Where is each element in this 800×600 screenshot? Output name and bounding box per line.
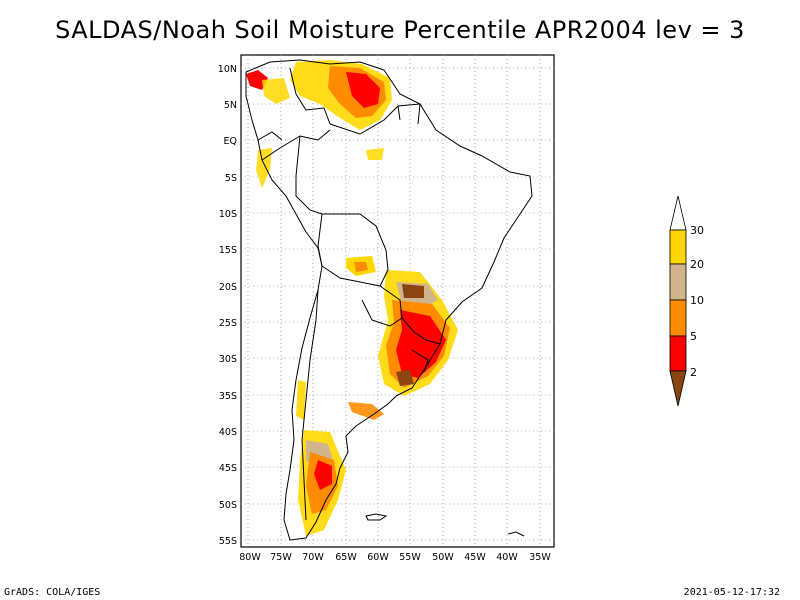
border-paraguay (361, 285, 403, 327)
color-legend (669, 195, 687, 407)
lat-tick: 20S (219, 282, 237, 293)
legend-label: 10 (690, 294, 704, 307)
lat-tick: EQ (224, 136, 237, 147)
shading-central-orange (354, 262, 368, 272)
border-bolivia-brazil (340, 213, 389, 287)
lon-tick: 80W (239, 552, 261, 563)
lon-tick: 35W (529, 552, 551, 563)
lat-tick: 45S (219, 463, 237, 474)
border-uruguay (411, 349, 429, 373)
footer-timestamp: 2021-05-12-17:32 (683, 587, 780, 598)
border-brazil-north (329, 103, 421, 135)
percentile-shading (246, 60, 458, 536)
country-borders (245, 59, 533, 541)
lat-tick: 40S (219, 427, 237, 438)
lon-tick: 50W (432, 552, 454, 563)
footer-credit: GrADS: COLA/IGES (4, 587, 101, 598)
islands (365, 513, 525, 537)
map-title: SALDAS/Noah Soil Moisture Percentile APR… (55, 16, 745, 44)
shading-colombia-red (246, 70, 268, 90)
legend-swatch-20-30 (669, 229, 687, 265)
lat-axis: 10N 5N EQ 5S 10S 15S 20S 25S 30S 35S 40S… (218, 64, 237, 547)
lon-tick: 70W (302, 552, 324, 563)
lat-tick: 55S (219, 536, 237, 547)
shading-amazon-yellow (366, 148, 384, 160)
legend-bottom-arrow (669, 370, 687, 407)
south-georgia (507, 531, 525, 537)
border-peru-brazil (295, 135, 340, 215)
shading-patagonia-red (314, 460, 332, 490)
lat-tick: 5N (224, 100, 237, 111)
lon-tick: 40W (496, 552, 518, 563)
lat-tick: 25S (219, 318, 237, 329)
lon-tick: 75W (270, 552, 292, 563)
shading-south-red (396, 310, 446, 378)
shading-north-red (346, 72, 380, 108)
border-argentina-brazil (401, 317, 441, 345)
shading-chile-yellow (296, 380, 306, 420)
lat-tick: 50S (219, 500, 237, 511)
legend-swatch-10-20 (669, 263, 687, 301)
lon-tick: 55W (399, 552, 421, 563)
falkland-islands (365, 513, 388, 521)
lat-tick: 10S (219, 209, 237, 220)
shading-brown-1 (402, 284, 424, 298)
shading-pampas-orange (348, 402, 384, 420)
border-chile-argentina (301, 289, 319, 521)
border-ecuador (257, 131, 283, 141)
lon-axis: 80W 75W 70W 65W 60W 55W 50W 45W 40W 35W (239, 552, 551, 563)
legend-label: 2 (690, 366, 697, 379)
lon-tick: 60W (367, 552, 389, 563)
lat-tick: 5S (225, 173, 237, 184)
border-bolivia-south (321, 265, 381, 287)
border-colombia-venezuela (289, 67, 331, 125)
legend-labels: 30 20 10 5 2 (690, 224, 704, 379)
legend-label: 5 (690, 330, 697, 343)
shading-colombia-yellow (262, 78, 290, 104)
border-guianas (397, 103, 421, 125)
lat-tick: 30S (219, 354, 237, 365)
legend-label: 30 (690, 224, 704, 237)
lon-tick: 65W (335, 552, 357, 563)
border-peru-bolivia (317, 213, 323, 267)
legend-label: 20 (690, 258, 704, 271)
lat-tick: 10N (218, 64, 237, 75)
lat-tick: 35S (219, 391, 237, 402)
shading-brown-2 (396, 370, 414, 386)
lat-tick: 15S (219, 245, 237, 256)
legend-top-arrow (669, 195, 687, 231)
shading-ecuador-yellow (256, 148, 272, 188)
lon-tick: 45W (464, 552, 486, 563)
legend-swatch-2-5 (669, 335, 687, 372)
legend-swatch-5-10 (669, 299, 687, 337)
